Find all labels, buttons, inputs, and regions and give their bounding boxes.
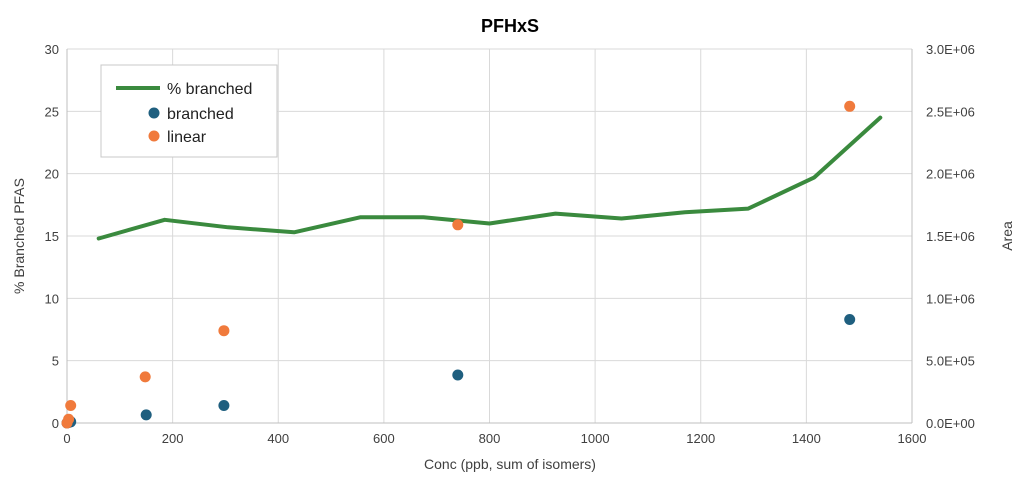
y-tick-label: 10 xyxy=(45,291,59,306)
legend-dot-linear xyxy=(148,130,160,142)
point-linear xyxy=(65,400,77,411)
x-tick-label: 800 xyxy=(479,431,501,446)
x-tick-label: 1200 xyxy=(686,431,715,446)
point-branched xyxy=(218,400,230,411)
tick-labels: 0 200 400 600 800 1000 1200 1400 1600 0 5 10 15 20 25 3… xyxy=(45,42,975,446)
y-tick-label: 15 xyxy=(45,229,59,244)
x-tick-label: 1600 xyxy=(898,431,927,446)
series-line-branched-percent xyxy=(96,115,883,241)
legend-box xyxy=(100,64,278,158)
x-axis-title: Conc (ppb, sum of isomers) xyxy=(424,456,596,472)
y-tick-label: 25 xyxy=(45,104,59,119)
legend-label-branched: branched xyxy=(167,106,234,123)
y2-tick-label: 0.0E+00 xyxy=(926,416,975,431)
x-tick-label: 200 xyxy=(162,431,184,446)
legend-label-branched-percent: % branched xyxy=(167,81,252,98)
legend-dot-branched xyxy=(148,107,160,119)
point-branched xyxy=(452,369,464,381)
y2-tick-label: 3.0E+06 xyxy=(926,42,975,57)
x-tick-label: 600 xyxy=(373,431,395,446)
axes xyxy=(66,49,913,424)
x-tick-label: 400 xyxy=(267,431,289,446)
point-branched xyxy=(844,314,856,325)
y2-tick-label: 1.5E+06 xyxy=(926,229,975,244)
y-axis-title: % Branched PFAS xyxy=(11,178,27,294)
y2-tick-label: 2.0E+06 xyxy=(926,167,975,182)
y-tick-label: 30 xyxy=(45,42,59,57)
x-tick-label: 0 xyxy=(63,431,70,446)
chart-title: PFHxS xyxy=(481,16,539,36)
y-tick-label: 5 xyxy=(52,354,59,369)
point-linear xyxy=(218,325,230,337)
point-branched xyxy=(140,409,152,421)
point-linear xyxy=(63,413,75,425)
y2-axis-title: Area xyxy=(999,221,1015,251)
x-tick-label: 1000 xyxy=(581,431,610,446)
point-linear xyxy=(139,371,151,383)
legend: % branched branched linear xyxy=(100,64,278,158)
y-tick-label: 20 xyxy=(45,167,59,182)
y2-tick-label: 5.0E+05 xyxy=(926,354,975,369)
series-layer xyxy=(61,100,883,429)
legend-label-linear: linear xyxy=(167,129,207,146)
y-tick-label: 0 xyxy=(52,416,59,431)
x-tick-label: 1400 xyxy=(792,431,821,446)
point-linear xyxy=(844,100,856,112)
y2-tick-label: 1.0E+06 xyxy=(926,291,975,306)
y2-tick-label: 2.5E+06 xyxy=(926,104,975,119)
point-linear xyxy=(452,219,464,231)
